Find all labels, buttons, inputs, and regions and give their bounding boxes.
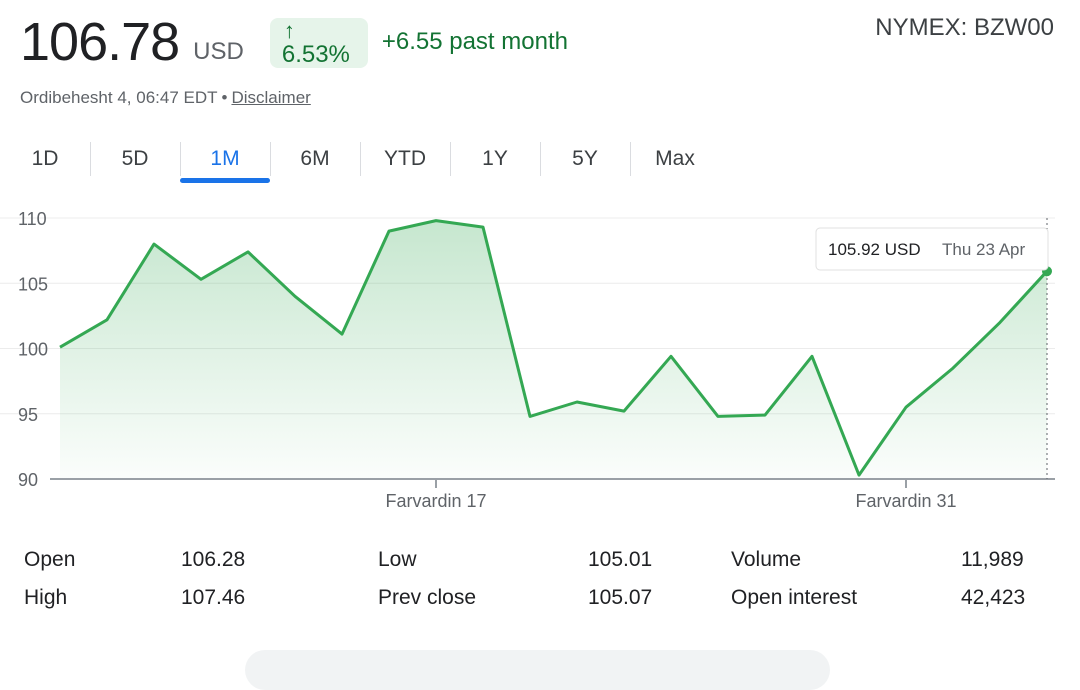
time-range-tabs: 1D 5D 1M 6M YTD 1Y 5Y Max: [0, 140, 720, 184]
stat-value-high: 107.46: [181, 586, 246, 609]
tab-1m[interactable]: 1M: [180, 140, 270, 184]
tab-1d[interactable]: 1D: [0, 140, 90, 184]
tab-label: YTD: [384, 147, 426, 170]
stat-value-volume: 11,989: [961, 548, 1024, 571]
x-tick-label: Farvardin 17: [385, 491, 486, 511]
stat-value-open: 106.28: [181, 548, 246, 571]
stats-table: Open 106.28 Low 105.01 Volume 11,989 Hig…: [24, 548, 1034, 624]
arrow-up-icon: ↑: [283, 18, 295, 43]
stat-label-volume: Volume: [731, 548, 802, 571]
stat-label-open: Open: [24, 548, 76, 571]
timestamp-line: Ordibehesht 4, 06:47 EDT • Disclaimer: [20, 88, 311, 108]
tab-5y[interactable]: 5Y: [540, 140, 630, 184]
currency-label: USD: [193, 38, 244, 65]
disclaimer-link[interactable]: Disclaimer: [231, 88, 311, 107]
stat-label-low: Low: [378, 548, 417, 571]
stat-label-prev-close: Prev close: [378, 586, 477, 609]
y-tick-label-105: 105: [18, 274, 48, 294]
change-past-month: +6.55 past month: [381, 28, 568, 55]
tab-ytd[interactable]: YTD: [360, 140, 450, 184]
stat-label-open-interest: Open interest: [731, 586, 858, 609]
stat-value-low: 105.01: [588, 548, 653, 571]
tooltip-box: [815, 227, 1049, 271]
tab-6m[interactable]: 6M: [270, 140, 360, 184]
tab-5d[interactable]: 5D: [90, 140, 180, 184]
timestamp: Ordibehesht 4, 06:47 EDT: [20, 88, 218, 107]
tab-label: Max: [655, 147, 695, 170]
price-line: [59, 219, 1049, 477]
tooltip-value: 105.92 USD: [828, 240, 921, 259]
tab-label: 1M: [210, 147, 240, 170]
more-about-button[interactable]: [245, 650, 830, 690]
ticker-symbol: NYMEX: BZW00: [875, 14, 1054, 41]
separator-dot: •: [221, 88, 228, 107]
y-tick-label-90: 90: [18, 470, 38, 490]
stat-value-open-interest: 42,423: [961, 586, 1026, 609]
active-tab-indicator: [180, 178, 270, 183]
stat-label-high: High: [24, 586, 68, 609]
tab-1y[interactable]: 1Y: [450, 140, 540, 184]
stats-row: Open 106.28 Low 105.01 Volume 11,989: [24, 548, 1034, 586]
y-tick-label-110: 110: [18, 209, 47, 229]
price-header: 106.78 USD ↑ 6.53% +6.55 past month: [20, 12, 568, 72]
tab-label: 6M: [300, 147, 330, 170]
y-tick-label-95: 95: [18, 405, 38, 425]
current-price: 106.78: [20, 12, 180, 72]
y-tick-label-100: 100: [18, 340, 48, 360]
tab-label: 1D: [31, 147, 59, 170]
price-chart[interactable]: 90 95 100 105 110 Farvardin 17 Farvardin 31 105…: [0, 200, 1080, 520]
price-area: [60, 220, 1047, 479]
x-tick-label: Farvardin 31: [855, 491, 956, 511]
tab-label: 1Y: [482, 147, 508, 170]
tab-label: 5D: [121, 147, 149, 170]
change-percent-badge: ↑ 6.53%: [269, 18, 368, 68]
tooltip-date: Thu 23 Apr: [942, 240, 1026, 259]
stat-value-prev-close: 105.07: [588, 586, 653, 609]
stats-row: High 107.46 Prev close 105.07 Open inter…: [24, 586, 1034, 624]
tab-label: 5Y: [572, 147, 598, 170]
tab-max[interactable]: Max: [630, 140, 720, 184]
change-percent: 6.53%: [281, 41, 350, 68]
